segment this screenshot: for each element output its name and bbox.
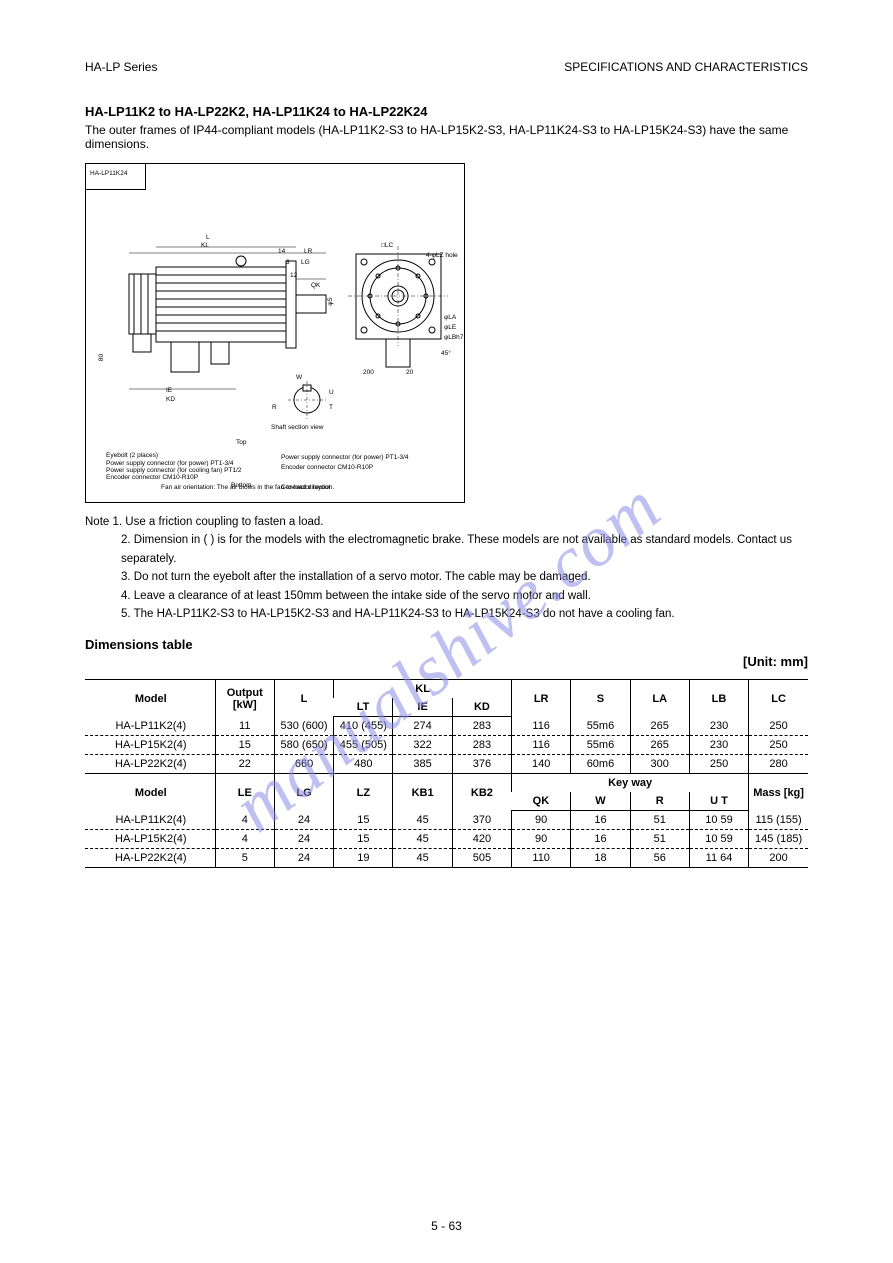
note-4: 4. Leave a clearance of at least 150mm b…	[85, 587, 808, 605]
section-title: HA-LP11K2 to HA-LP22K2, HA-LP11K24 to HA…	[85, 104, 808, 119]
dim-LG: LG	[301, 259, 310, 266]
col2-LZ: LZ	[334, 774, 393, 811]
table-row: HA-LP22K2(4) 5 24 19 45 505 110 18 56 11…	[85, 849, 808, 868]
col-LC: LC	[749, 680, 808, 717]
bottom-label: Bottom	[231, 482, 252, 489]
col2-LE: LE	[215, 774, 274, 811]
col-output: Output [kW]	[215, 680, 274, 717]
dim-W: W	[296, 374, 302, 381]
col-KD: KD	[452, 698, 511, 717]
dims-title: Dimensions table	[85, 637, 808, 652]
dim-3: 3	[286, 259, 290, 266]
col-LR: LR	[512, 680, 571, 717]
engineering-diagram: HA-LP11K24	[85, 163, 465, 503]
section-text: The outer frames of IP44-compliant model…	[85, 123, 808, 151]
motor-front-view	[346, 244, 456, 384]
dim-LC: □LC	[381, 242, 393, 249]
dim-LE: φLE	[444, 324, 456, 331]
table-row: HA-LP11K2(4) 4 24 15 45 370 90 16 51 10 …	[85, 811, 808, 830]
note-3: 3. Do not turn the eyebolt after the ins…	[85, 568, 808, 586]
dim-T: T	[329, 404, 333, 411]
shaft-section-view	[286, 379, 328, 421]
dimensions-table: Model Output [kW] L KL LR S LA LB LC LT …	[85, 679, 808, 868]
dim-R: R	[272, 404, 277, 411]
enc-pin-note: Encoder connector CM10-R10P	[106, 474, 198, 481]
dims-unit: [Unit: mm]	[85, 654, 808, 669]
power-conn-note: Power supply connector (for power) PT1-3…	[106, 460, 234, 467]
col-IE: IE	[393, 698, 452, 717]
dim-holes: 4-φLZ hole	[426, 252, 458, 259]
diagram-box-label: HA-LP11K24	[90, 170, 127, 177]
col2-LG: LG	[274, 774, 333, 811]
dim-45: 45°	[441, 350, 451, 357]
note-5: 5. The HA-LP11K2-S3 to HA-LP15K2-S3 and …	[85, 605, 808, 623]
col-L: L	[274, 680, 333, 717]
dim-20: 20	[406, 369, 413, 376]
col2-QK: QK	[512, 792, 571, 811]
table-row: HA-LP15K2(4) 4 24 15 45 420 90 16 51 10 …	[85, 830, 808, 849]
header-right: SPECIFICATIONS AND CHARACTERISTICS	[564, 60, 808, 74]
col-KL: KL	[334, 680, 512, 699]
col-model: Model	[85, 680, 215, 717]
col-LA: LA	[630, 680, 689, 717]
shaft-section-label: Shaft section view	[271, 424, 323, 431]
page-header: HA-LP Series SPECIFICATIONS AND CHARACTE…	[85, 60, 808, 74]
page: manualshive.com HA-LP Series SPECIFICATI…	[0, 0, 893, 1263]
col2-model: Model	[85, 774, 215, 811]
notes-block: Note 1. Use a friction coupling to faste…	[85, 513, 808, 623]
header-left: HA-LP Series	[85, 60, 157, 74]
col2-U-T: U T	[689, 792, 748, 811]
col-S: S	[571, 680, 630, 717]
table-row: HA-LP11K2(4) 11 530 (600) 410 (455) 274 …	[85, 717, 808, 736]
dim-80: 80	[98, 354, 105, 361]
dim-200: 200	[363, 369, 374, 376]
dim-QK: QK	[311, 282, 320, 289]
dim-12: 12	[290, 272, 297, 279]
table-row: HA-LP22K2(4) 22 660 480 385 376 140 60m6…	[85, 755, 808, 774]
eye-bolt-note: Eyebolt (2 places)	[106, 452, 158, 459]
table-row: HA-LP15K2(4) 15 580 (650) 455 (505) 322 …	[85, 736, 808, 755]
power-conn2-note: Power supply connector (for power) PT1-3…	[281, 454, 409, 461]
col2-R: R	[630, 792, 689, 811]
col-LB: LB	[689, 680, 748, 717]
dim-KD: KD	[166, 396, 175, 403]
col-LT: LT	[334, 698, 393, 717]
col2-KB1: KB1	[393, 774, 452, 811]
enc-pin2-note: Encoder connector CM10-R10P	[281, 464, 373, 471]
dim-LR: LR	[304, 248, 312, 255]
cool-conn-note: Power supply connector (for cooling fan)…	[106, 467, 241, 474]
top-label: Top	[236, 439, 246, 446]
dim-L: L	[206, 234, 210, 241]
diagram-label-box: HA-LP11K24	[86, 164, 146, 190]
dim-LB: φLBh7	[444, 334, 463, 341]
col2-keyway: Key way	[512, 774, 749, 793]
col2-W: W	[571, 792, 630, 811]
dim-IE: IE	[166, 387, 172, 394]
dim-KL: KL	[201, 242, 209, 249]
col2-mass: Mass [kg]	[749, 774, 808, 811]
dim-LA: φLA	[444, 314, 456, 321]
page-footer: 5 - 63	[0, 1219, 893, 1233]
dim-U: U	[329, 389, 334, 396]
col2-KB2: KB2	[452, 774, 511, 811]
dim-phiS: φS	[327, 297, 334, 306]
note-2: 2. Dimension in ( ) is for the models wi…	[85, 531, 808, 568]
dim-14: 14	[278, 248, 285, 255]
note-1: Note 1. Use a friction coupling to faste…	[85, 513, 808, 531]
